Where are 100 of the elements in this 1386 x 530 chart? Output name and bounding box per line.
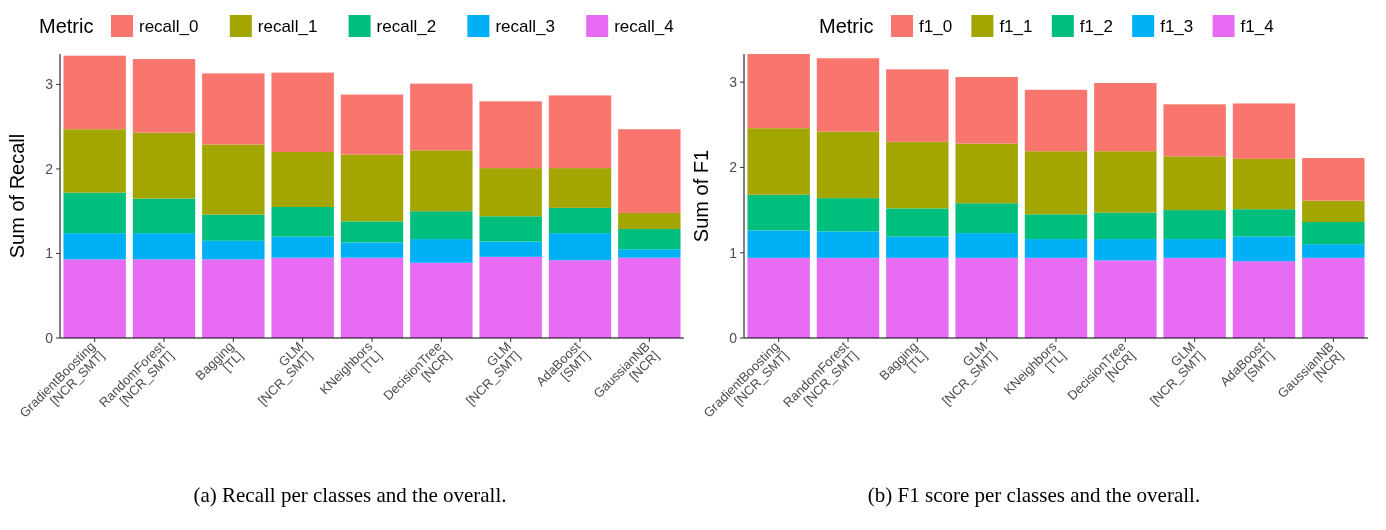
bar xyxy=(1163,210,1226,240)
bar xyxy=(271,206,334,237)
bar xyxy=(816,231,880,258)
legend-label: recall_1 xyxy=(257,16,318,36)
y-tick-label: 1 xyxy=(45,245,54,262)
bar xyxy=(1232,103,1296,159)
bar xyxy=(1232,236,1296,262)
bar xyxy=(410,211,473,240)
text: (a) Recall per classes and the overall. xyxy=(193,483,507,507)
legend-label: f1_2 xyxy=(1079,16,1113,36)
bar xyxy=(479,216,542,242)
bar xyxy=(202,144,265,215)
bar xyxy=(955,143,1018,204)
bar xyxy=(886,141,949,209)
bar xyxy=(747,128,810,195)
legend-label: recall_2 xyxy=(376,16,437,36)
text: (b) F1 score per classes and the overall. xyxy=(867,483,1201,507)
y-tick-label: 3 xyxy=(729,74,738,91)
bar xyxy=(886,208,949,237)
bar xyxy=(1232,158,1296,210)
bar xyxy=(202,240,265,260)
y-tick-label: 2 xyxy=(45,160,54,177)
bar xyxy=(1024,239,1088,258)
bar xyxy=(132,198,196,234)
bar xyxy=(618,212,681,229)
bar xyxy=(479,256,542,338)
bar xyxy=(479,168,542,217)
bar xyxy=(132,59,196,133)
legend-label: f1_0 xyxy=(919,16,953,36)
bar xyxy=(548,95,612,169)
bar xyxy=(340,154,404,222)
bar xyxy=(202,214,265,241)
bar xyxy=(548,207,612,234)
bar xyxy=(1094,239,1157,261)
bar xyxy=(132,132,196,199)
bar xyxy=(1163,239,1226,258)
bar xyxy=(1094,260,1157,338)
bar xyxy=(618,249,681,258)
bar xyxy=(886,69,949,142)
bar xyxy=(340,242,404,258)
bar xyxy=(63,55,126,130)
bar xyxy=(271,236,334,258)
bar xyxy=(747,257,810,338)
bar xyxy=(1232,261,1296,338)
bar xyxy=(410,262,473,338)
legend-label: f1_4 xyxy=(1240,16,1274,36)
bar xyxy=(747,54,810,129)
bar xyxy=(618,129,681,213)
bar xyxy=(816,58,880,132)
legend-label: f1_1 xyxy=(999,16,1033,36)
legend-label: recall_0 xyxy=(139,16,199,36)
bar xyxy=(955,203,1018,234)
bar xyxy=(816,131,880,199)
y-axis-title: Sum of Recall xyxy=(6,133,28,259)
bar xyxy=(202,73,265,145)
legend-label: recall_4 xyxy=(614,16,674,36)
bar xyxy=(1232,209,1296,237)
bar xyxy=(1024,257,1088,338)
bar xyxy=(410,150,473,212)
bar xyxy=(1024,214,1088,240)
bar xyxy=(1094,212,1157,240)
bar xyxy=(1302,222,1365,245)
legend-label: f1_3 xyxy=(1160,16,1194,36)
y-tick-label: 0 xyxy=(45,329,54,346)
bar xyxy=(63,192,126,234)
bar xyxy=(747,230,810,258)
bar xyxy=(886,257,949,338)
bar xyxy=(1024,151,1088,215)
bar xyxy=(548,260,612,338)
bar xyxy=(1302,200,1365,223)
bar xyxy=(1302,244,1365,258)
bar xyxy=(132,259,196,338)
bar xyxy=(1302,257,1365,338)
y-tick-label: 2 xyxy=(729,159,738,176)
bar xyxy=(340,257,404,338)
bar xyxy=(1094,151,1157,213)
bar xyxy=(202,259,265,338)
bar xyxy=(271,152,334,207)
bar xyxy=(479,101,542,169)
bar xyxy=(1163,257,1226,338)
bar xyxy=(955,257,1018,338)
bar xyxy=(955,233,1018,258)
legend-label: recall_3 xyxy=(495,16,555,36)
bar xyxy=(747,194,810,231)
bar xyxy=(618,257,681,338)
bar xyxy=(618,228,681,250)
bar xyxy=(63,233,126,260)
y-axis-title: Sum of F1 xyxy=(690,149,712,243)
legend-title: Metric xyxy=(819,15,874,37)
bar xyxy=(410,83,473,151)
bar xyxy=(886,236,949,258)
bar xyxy=(1302,158,1365,201)
y-tick-label: 3 xyxy=(45,76,54,93)
bar xyxy=(1024,89,1088,152)
bar xyxy=(479,241,542,257)
y-tick-label: 0 xyxy=(729,329,738,346)
bar xyxy=(548,168,612,208)
bar xyxy=(955,77,1018,144)
bar xyxy=(340,221,404,243)
bar xyxy=(548,233,612,261)
